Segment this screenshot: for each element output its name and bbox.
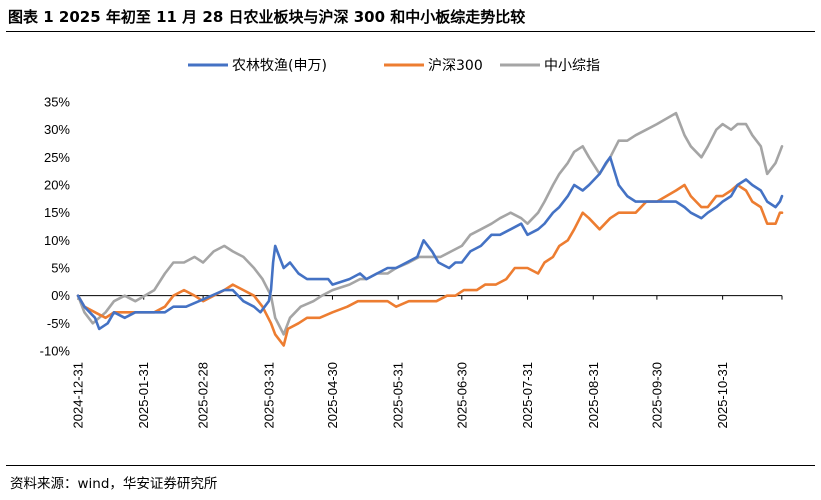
y-axis: -10% -5% 0% 5% 10% 15% 20% 25% 30% 35%: [40, 95, 71, 359]
y-tick-label: 20%: [44, 178, 70, 193]
legend-label-2: 中小综指: [544, 58, 600, 74]
x-tick-label: 2025-05-31: [391, 362, 406, 429]
x-tick-label: 2025-03-31: [261, 362, 276, 429]
y-tick-label: 5%: [51, 261, 70, 276]
y-tick-label: 25%: [44, 150, 70, 165]
x-tick-label: 2025-10-31: [715, 362, 730, 429]
x-tick-label: 2025-08-31: [586, 362, 601, 429]
y-tick-label: 15%: [44, 205, 70, 220]
y-tick-label: 10%: [44, 233, 70, 248]
x-tick-label: 2024-12-31: [71, 362, 86, 429]
series-line-1: [76, 183, 784, 347]
y-tick-label: 0%: [51, 288, 70, 303]
figure-title: 图表 1 2025 年初至 11 月 28 日农业板块与沪深 300 和中小板综…: [8, 8, 526, 26]
source-note: 资料来源：wind，华安证券研究所: [10, 476, 218, 492]
x-tick-label: 2025-02-28: [196, 362, 211, 429]
y-tick-label: 35%: [44, 95, 70, 110]
y-tick-label: 30%: [44, 122, 70, 137]
y-tick-label: -10%: [40, 344, 71, 359]
legend-label-1: 沪深300: [428, 58, 483, 74]
series-line-2: [76, 111, 784, 336]
bottom-rule: [6, 465, 815, 466]
legend-label-0: 农林牧渔(申万): [232, 58, 327, 74]
chart-legend: 农林牧渔(申万) 沪深300 中小综指: [188, 58, 600, 74]
x-tick-label: 2025-01-31: [136, 362, 151, 429]
x-tick-label: 2025-06-30: [454, 362, 469, 429]
series-line-0: [76, 156, 784, 331]
x-tick-label: 2025-04-30: [325, 362, 340, 429]
title-rule: [6, 31, 815, 32]
x-tick-label: 2025-09-30: [649, 362, 664, 429]
y-tick-label: -5%: [47, 316, 71, 331]
x-tick-label: 2025-07-31: [520, 362, 535, 429]
x-axis: 2024-12-31 2025-01-31 2025-02-28 2025-03-31…: [71, 295, 783, 429]
series-layer: [76, 111, 784, 347]
line-chart: 农林牧渔(申万) 沪深300 中小综指 -10% -5% 0% 5% 10% 15% 20% 25…: [40, 58, 784, 429]
